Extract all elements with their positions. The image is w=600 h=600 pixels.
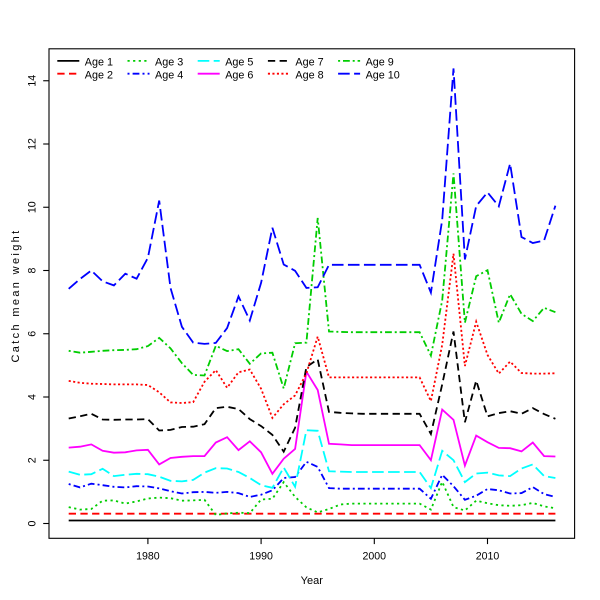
svg-text:14: 14 bbox=[26, 75, 38, 87]
svg-text:Age 3: Age 3 bbox=[155, 57, 183, 69]
svg-text:Age 8: Age 8 bbox=[295, 69, 323, 81]
svg-text:Age 2: Age 2 bbox=[85, 69, 113, 81]
svg-text:2000: 2000 bbox=[363, 551, 387, 563]
svg-text:Age 4: Age 4 bbox=[155, 69, 183, 81]
svg-text:10: 10 bbox=[26, 201, 38, 213]
svg-text:Age 1: Age 1 bbox=[85, 57, 113, 69]
svg-text:Age 5: Age 5 bbox=[225, 57, 253, 69]
svg-text:2: 2 bbox=[26, 457, 38, 463]
svg-text:Year: Year bbox=[301, 575, 324, 587]
svg-text:Age 6: Age 6 bbox=[225, 69, 253, 81]
svg-text:Age 10: Age 10 bbox=[366, 69, 400, 81]
svg-text:0: 0 bbox=[26, 520, 38, 526]
svg-text:4: 4 bbox=[26, 394, 38, 400]
svg-text:8: 8 bbox=[26, 267, 38, 273]
svg-text:1980: 1980 bbox=[136, 551, 160, 563]
svg-text:1990: 1990 bbox=[249, 551, 273, 563]
svg-text:2010: 2010 bbox=[476, 551, 500, 563]
svg-text:Age 7: Age 7 bbox=[295, 57, 323, 69]
svg-text:Age 9: Age 9 bbox=[366, 57, 394, 69]
svg-text:12: 12 bbox=[26, 138, 38, 150]
svg-text:6: 6 bbox=[26, 331, 38, 337]
svg-text:Catch mean weight: Catch mean weight bbox=[10, 228, 22, 362]
